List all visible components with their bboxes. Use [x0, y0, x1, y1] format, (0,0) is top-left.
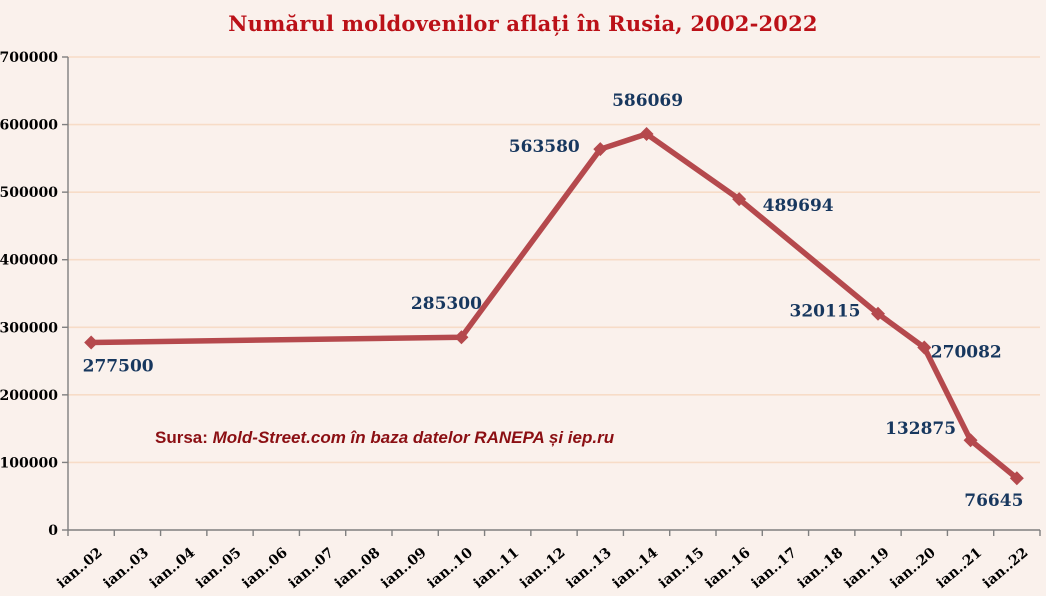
source-text-label: Mold-Street.com în baza datelor RANEPA ș…	[212, 428, 615, 447]
data-label: 489694	[763, 196, 834, 216]
data-point-marker	[732, 192, 747, 207]
data-label: 132875	[885, 419, 956, 439]
x-axis-tick-label: ian..04	[147, 545, 199, 592]
data-point-marker	[871, 306, 885, 321]
chart-title: Numărul moldovenilor aflați în Rusia, 20…	[228, 11, 818, 36]
x-axis-tick-label: ian..16	[702, 545, 754, 592]
x-axis-tick-label: ian..06	[239, 545, 291, 592]
series-line	[88, 131, 1020, 481]
x-axis-tick-label: ian..10	[424, 545, 476, 592]
x-axis-tick-label: ian..14	[610, 545, 662, 592]
data-label: 586069	[612, 91, 683, 111]
x-axis-tick-label: ian..07	[286, 545, 338, 592]
data-point-marker	[1009, 471, 1024, 486]
x-axis-tick-label: ian..13	[563, 545, 615, 592]
y-axis-tick-label: 500000	[0, 185, 58, 201]
data-label: 285300	[411, 294, 482, 314]
y-axis-tick-label: 0	[48, 523, 58, 539]
y-axis-tick-label: 300000	[0, 320, 58, 336]
data-point-marker	[917, 340, 932, 355]
data-point-marker	[963, 433, 978, 448]
x-axis-tick-label: ian..08	[332, 545, 384, 592]
data-label: 270082	[931, 343, 1002, 363]
x-axis-tick-label: ian..05	[193, 545, 245, 592]
y-axis-tick-label: 600000	[0, 118, 58, 134]
x-axis-tick-label: ian..22	[980, 545, 1032, 592]
x-axis-tick-label: ian..18	[795, 545, 847, 592]
x-axis-tick-label: ian..21	[934, 545, 986, 592]
data-point-marker	[84, 335, 99, 350]
x-axis-tick-label: ian..03	[100, 545, 152, 592]
data-label: 76645	[964, 491, 1023, 511]
source-prefix-label: Sursa:	[155, 428, 213, 447]
y-axis-tick-label: 700000	[0, 50, 58, 66]
x-axis-tick-label: ian..09	[378, 545, 430, 592]
x-axis-tick-label: ian..19	[841, 545, 893, 592]
x-axis-tick-label: ian..17	[748, 545, 800, 592]
x-axis-tick-label: ian..11	[471, 545, 523, 592]
y-axis-tick-label: 100000	[0, 455, 58, 471]
data-label: 320115	[790, 302, 861, 322]
source-note: Sursa: Mold-Street.com în baza datelor R…	[155, 428, 614, 448]
x-axis-tick-label: ian..20	[887, 545, 939, 592]
y-axis-tick-label: 200000	[0, 388, 58, 404]
data-point-marker	[639, 126, 654, 141]
x-axis-tick-label: ian..02	[54, 545, 106, 592]
x-axis-tick-label: ian..12	[517, 545, 569, 592]
y-axis-tick-label: 400000	[0, 253, 58, 269]
x-axis-tick-label: ian..15	[656, 545, 708, 592]
data-label: 563580	[509, 137, 580, 157]
data-point-marker	[593, 142, 608, 157]
data-point-marker	[454, 330, 469, 345]
data-label: 277500	[83, 356, 154, 376]
